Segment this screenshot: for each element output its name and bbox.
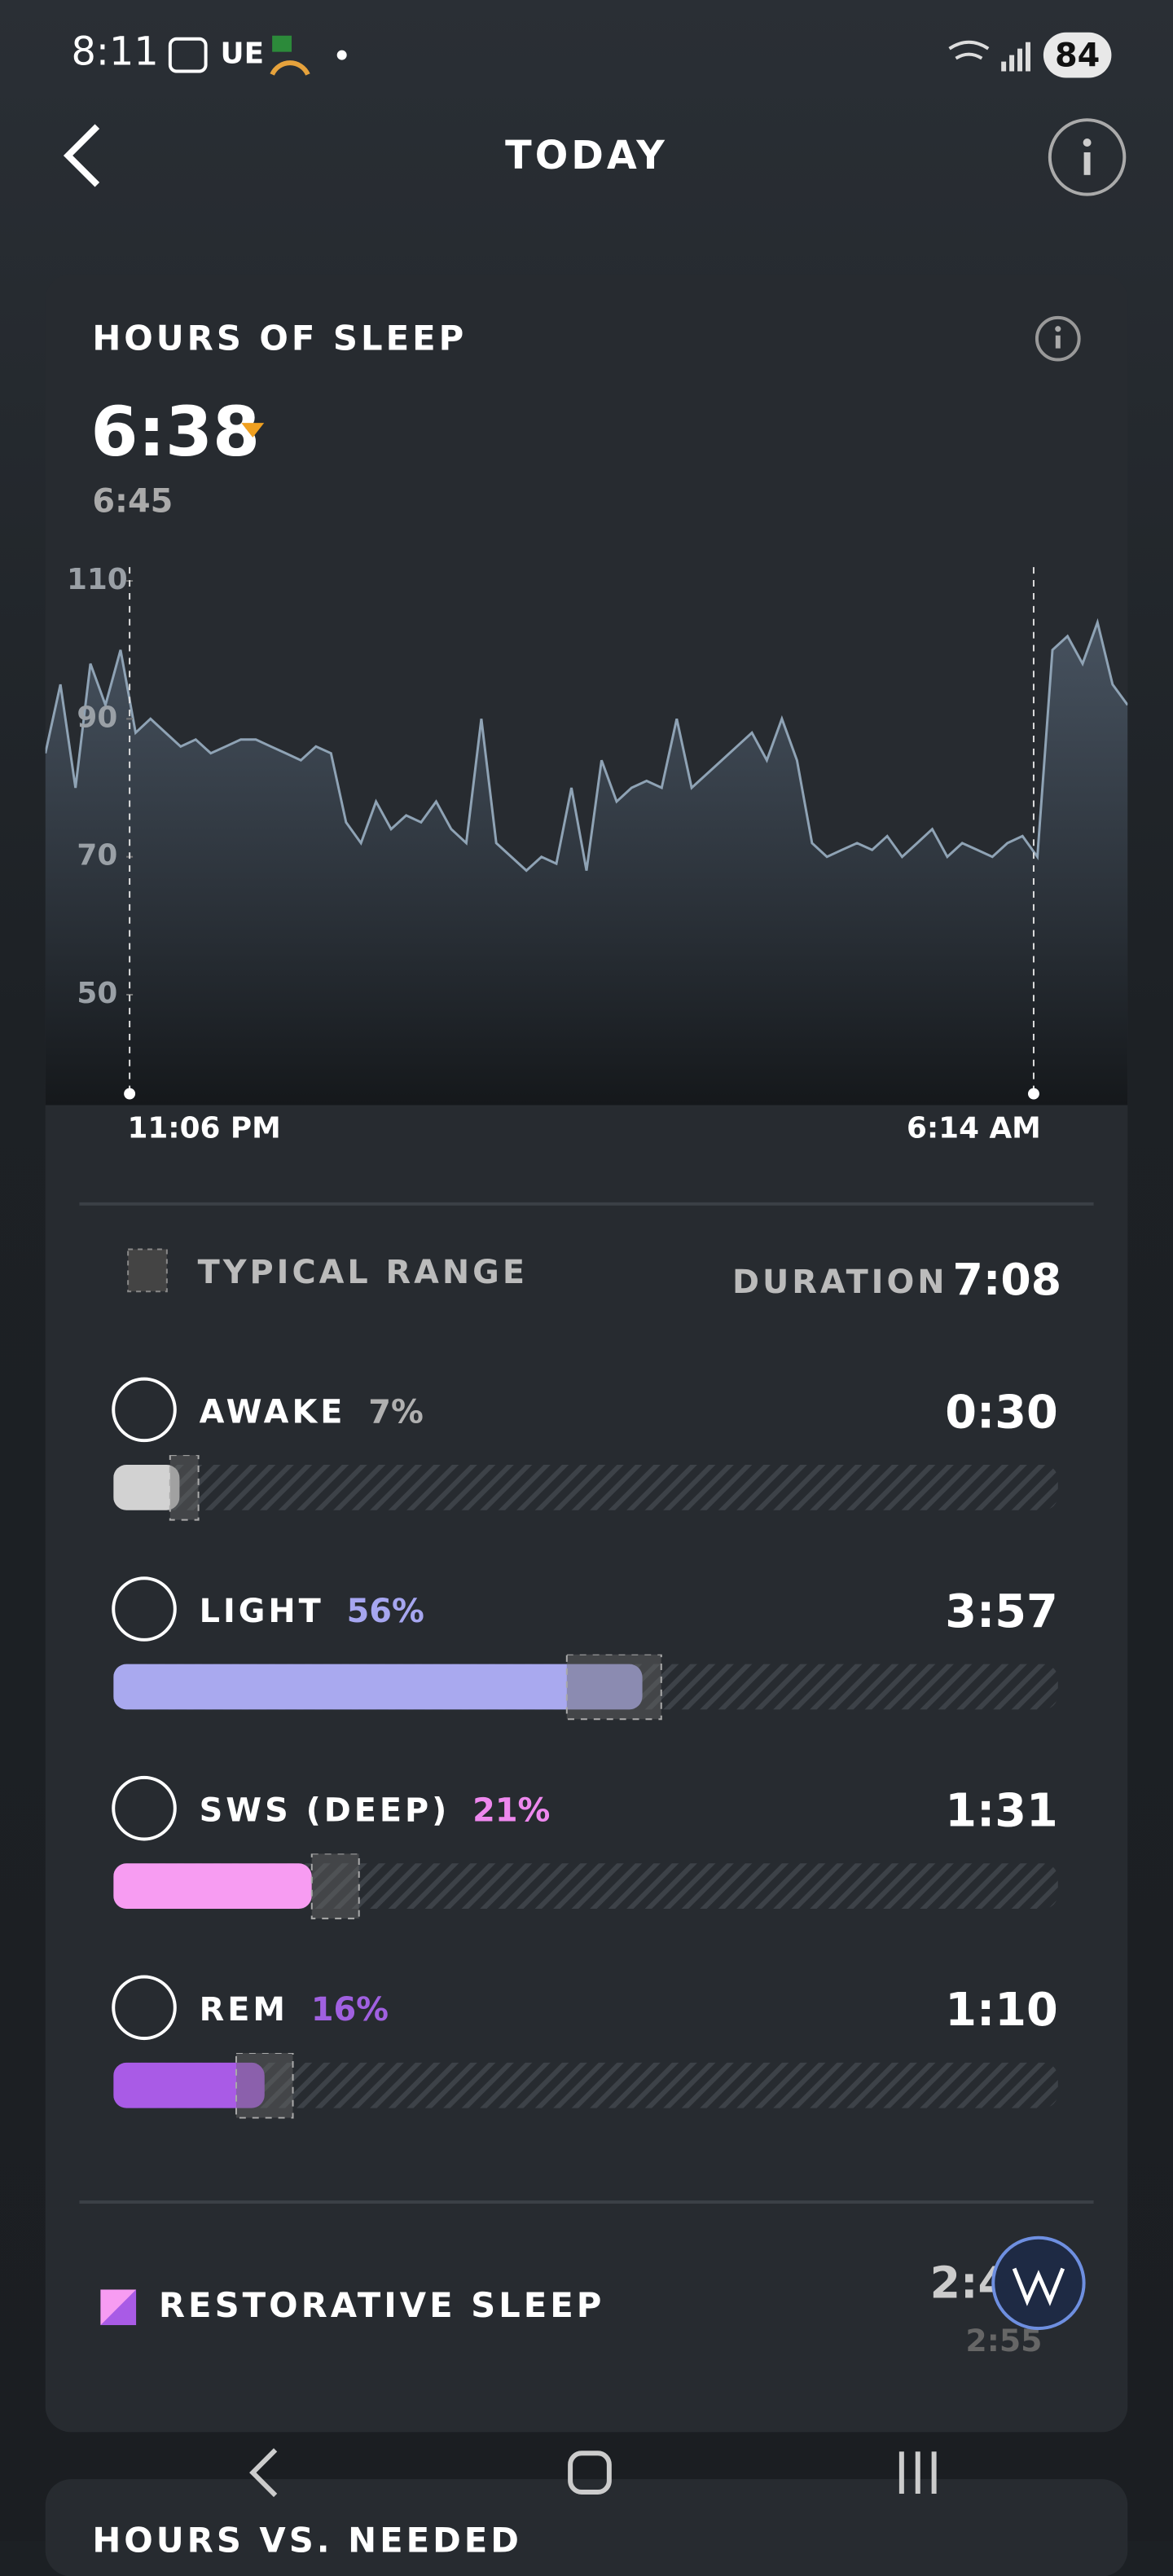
restorative-label: RESTORATIVE SLEEP: [158, 2286, 605, 2326]
sleep-value: 6:38: [90, 392, 261, 472]
stage-time: 1:31: [945, 1783, 1058, 1838]
stage-name: LIGHT: [199, 1591, 324, 1630]
y-tick-label: 110: [67, 563, 128, 596]
divider: [79, 1202, 1094, 1206]
stage-toggle[interactable]: [112, 1576, 177, 1642]
stage-toggle[interactable]: [112, 1775, 177, 1841]
typical-range: [235, 2052, 294, 2119]
typical-range: [565, 1654, 662, 1721]
time-label: 11:06 PM: [127, 1111, 280, 1145]
duration-value: 7:08: [952, 1255, 1062, 1307]
typical-range: [169, 1455, 200, 1521]
back-button[interactable]: [59, 120, 124, 191]
card-title: HOURS OF SLEEP: [92, 319, 468, 358]
bar-fill: [113, 1465, 180, 1510]
bar-track: [113, 1863, 1058, 1909]
stage-name: AWAKE: [199, 1391, 346, 1431]
status-carrier: UE: [220, 37, 265, 72]
stage-time: 3:57: [945, 1585, 1058, 1638]
stage-toggle[interactable]: [112, 1377, 177, 1443]
status-time: 8:11: [71, 29, 159, 75]
sleep-needed: 6:45: [92, 481, 174, 521]
nav-home[interactable]: [568, 2451, 612, 2495]
stage-time: 1:10: [945, 1983, 1058, 2038]
stage-percent: 7%: [368, 1391, 424, 1431]
coach-button[interactable]: [988, 2233, 1088, 2333]
time-dot: [124, 1088, 136, 1100]
bar-track: [113, 2062, 1058, 2108]
bar-fill: [113, 1863, 312, 1909]
card-info[interactable]: [1034, 314, 1083, 363]
restorative-icon: [100, 2289, 137, 2326]
next-card-title: HOURS VS. NEEDED: [92, 2521, 522, 2561]
stage-label-row: SWS (DEEP) 21%: [200, 1791, 551, 1830]
divider: [79, 2200, 1094, 2204]
stage-percent: 56%: [346, 1591, 424, 1630]
bar-fill: [113, 1664, 643, 1710]
hr-line: [45, 618, 1128, 873]
page-title: TODAY: [505, 133, 668, 178]
stage-label-row: REM 16%: [200, 1989, 389, 2029]
typical-range-label: TYPICAL RANGE: [197, 1252, 528, 1292]
duration-label: DURATION: [732, 1262, 948, 1302]
status-icons: [168, 35, 1030, 76]
y-tick-label: 50: [77, 977, 117, 1010]
y-tick-label: 90: [77, 701, 117, 734]
y-tick-label: 70: [77, 839, 117, 873]
stage-toggle[interactable]: [112, 1975, 177, 2041]
stage-bar: [113, 1853, 1058, 1919]
stage-name: REM: [199, 1989, 288, 2029]
stage-bar: [113, 2052, 1058, 2119]
stage-percent: 21%: [472, 1790, 551, 1830]
stage-percent: 16%: [310, 1989, 389, 2029]
typical-range-icon: [127, 1248, 168, 1293]
stage-name: SWS (DEEP): [199, 1790, 450, 1830]
nav-back[interactable]: [249, 2448, 278, 2498]
stage-time: 0:30: [945, 1385, 1058, 1440]
info-button[interactable]: [1045, 115, 1129, 199]
stage-bar: [113, 1455, 1058, 1521]
battery: 84: [1043, 32, 1112, 78]
stage-bar: [113, 1654, 1058, 1721]
down-arrow: [241, 423, 265, 438]
nav-recents[interactable]: [898, 2451, 937, 2494]
hr-area: [45, 622, 1128, 1106]
bar-track: [113, 1465, 1058, 1510]
heart-rate-chart: 50 70 90 110 11:06 PM 6:14 AM: [45, 563, 1128, 1145]
time-label: 6:14 AM: [907, 1111, 1041, 1145]
stage-label-row: AWAKE 7%: [200, 1392, 424, 1431]
restorative-sub: 2:55: [965, 2323, 1043, 2359]
time-dot: [1027, 1088, 1039, 1100]
nav-bar: [249, 2448, 937, 2498]
stage-label-row: LIGHT 56%: [200, 1591, 424, 1630]
bar-fill: [113, 2062, 265, 2108]
typical-range: [310, 1853, 360, 1919]
